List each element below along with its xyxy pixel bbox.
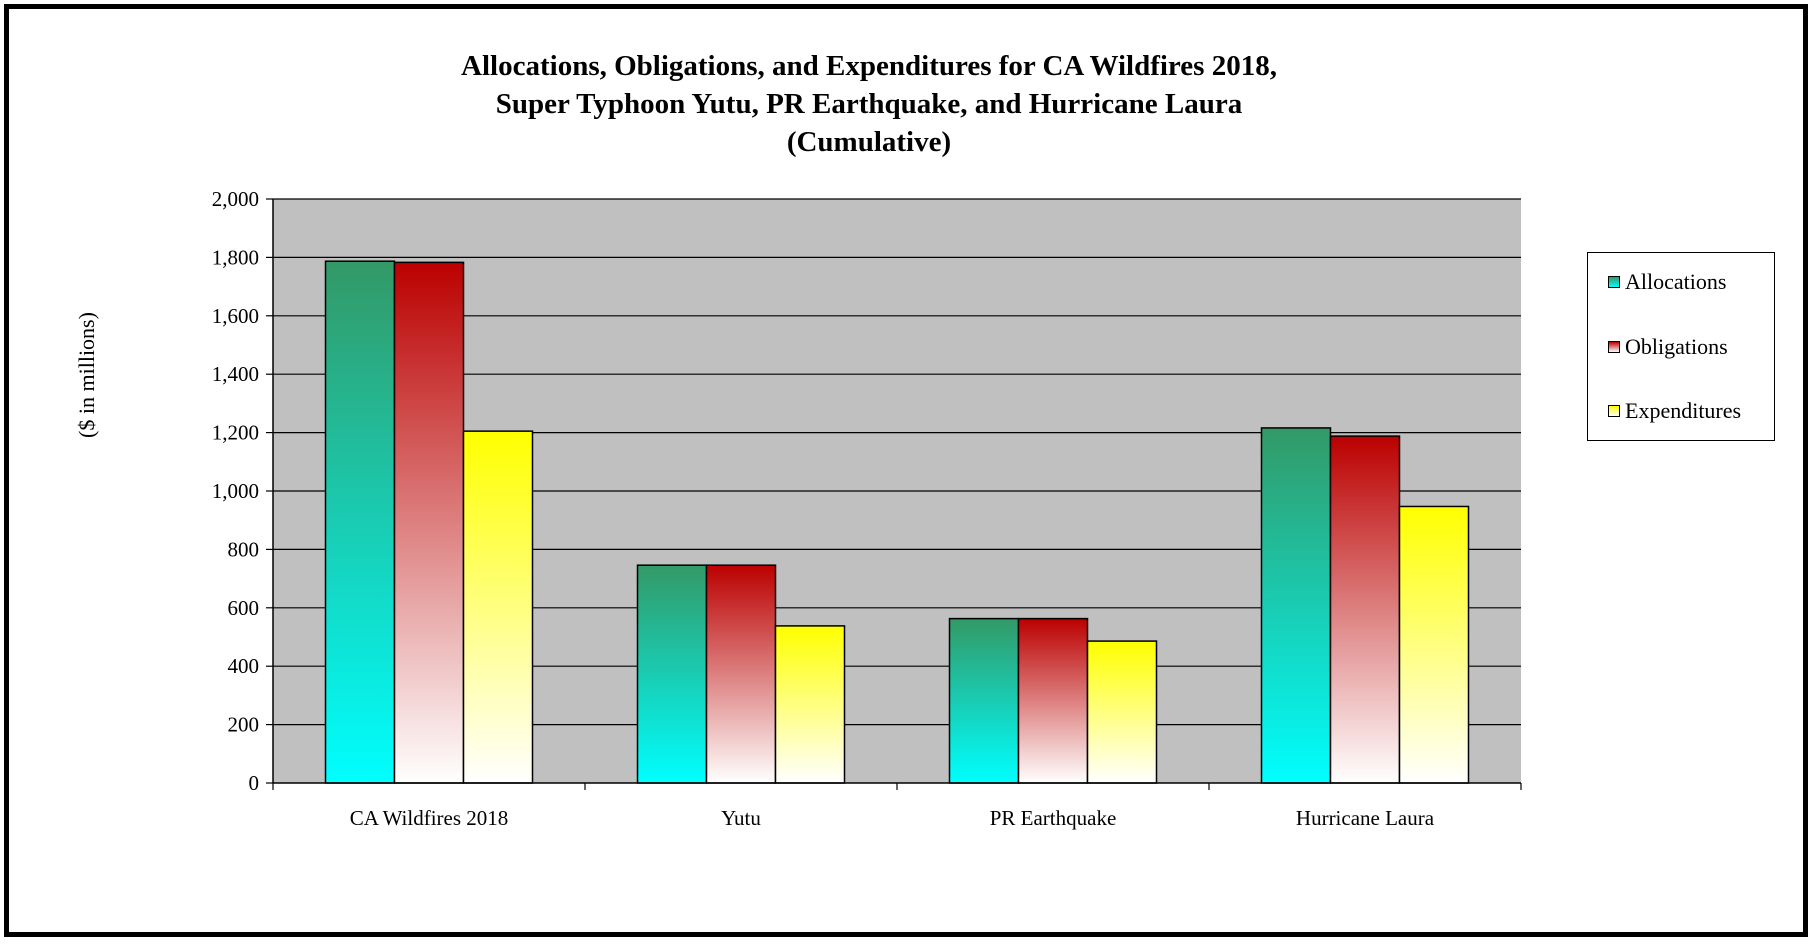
chart-title-line-2: Super Typhoon Yutu, PR Earthquake, and H… (495, 88, 1243, 120)
x-tick-label: Hurricane Laura (1296, 806, 1435, 830)
legend-item-obligations: Obligations (1608, 333, 1728, 361)
legend-swatch-expenditures (1608, 405, 1620, 417)
y-tick-label: 1,200 (212, 421, 259, 445)
y-tick-label: 800 (228, 537, 260, 561)
bar-allocations-3 (1260, 427, 1332, 784)
x-tick-label: Yutu (721, 806, 761, 830)
bar-chart: 0 200 400 600 800 1,000 1,200 1,400 1,600 1,800 2,… (74, 187, 1522, 830)
bar-obligations-3 (1329, 435, 1401, 784)
y-tick-label: 600 (228, 596, 260, 620)
bar-obligations-2 (1017, 617, 1089, 784)
chart-legend: Allocations Obligations Expenditures (1587, 252, 1775, 441)
y-tick-label: 1,000 (212, 479, 259, 503)
y-tick-label: 200 (228, 713, 260, 737)
bar-allocations-1 (636, 564, 708, 784)
bar-expenditures-1 (774, 625, 846, 784)
bar-obligations-0 (393, 261, 465, 784)
y-tick-label: 1,600 (212, 304, 259, 328)
x-tick-label: PR Earthquake (990, 806, 1117, 830)
chart-title-line-3: (Cumulative) (786, 126, 952, 158)
y-tick-label: 2,000 (212, 187, 259, 211)
axes: 0 200 400 600 800 1,000 1,200 1,400 1,600 1,800 2,… (212, 187, 1522, 830)
y-tick-label: 400 (228, 654, 260, 678)
y-axis-label: ($ in millions) (74, 312, 99, 438)
legend-swatch-obligations (1608, 341, 1620, 353)
y-tick-label: 1,400 (212, 362, 259, 386)
bar-expenditures-3 (1398, 505, 1470, 784)
legend-item-allocations: Allocations (1608, 268, 1726, 296)
legend-item-expenditures: Expenditures (1608, 397, 1741, 425)
chart-title-line-1: Allocations, Obligations, and Expenditur… (461, 50, 1277, 82)
chart-frame: Allocations, Obligations, and Expenditur… (4, 4, 1808, 937)
legend-label-expenditures: Expenditures (1625, 398, 1742, 423)
bar-allocations-0 (324, 260, 396, 784)
bar-expenditures-2 (1086, 640, 1158, 784)
x-tick-label: CA Wildfires 2018 (350, 806, 509, 830)
y-tick-label: 0 (249, 771, 260, 795)
bar-allocations-2 (948, 617, 1020, 784)
y-tick-label: 1,800 (212, 245, 259, 269)
bars (324, 260, 1470, 784)
legend-label-obligations: Obligations (1625, 334, 1728, 359)
legend-swatch-allocations (1608, 276, 1620, 288)
chart-title: Allocations, Obligations, and Expenditur… (9, 47, 1729, 161)
legend-label-allocations: Allocations (1625, 269, 1727, 294)
bar-obligations-1 (705, 564, 777, 784)
bar-expenditures-0 (462, 430, 534, 784)
